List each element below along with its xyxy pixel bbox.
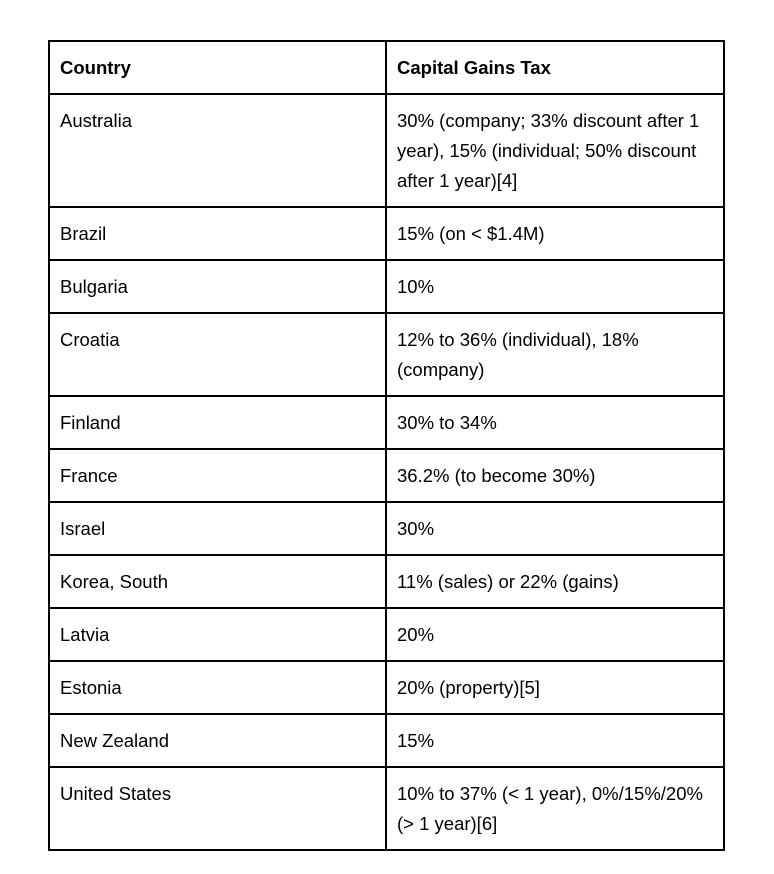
table-row: Latvia 20% bbox=[48, 607, 725, 662]
table-row: Croatia 12% to 36% (individual), 18% (co… bbox=[48, 312, 725, 397]
table-row: Bulgaria 10% bbox=[48, 259, 725, 314]
country-cell: Brazil bbox=[48, 206, 387, 261]
capital-gains-tax-table: Country Capital Gains Tax Australia 30% … bbox=[48, 40, 725, 851]
tax-cell: 10% to 37% (< 1 year), 0%/15%/20% (> 1 y… bbox=[385, 766, 725, 851]
country-cell: Estonia bbox=[48, 660, 387, 715]
country-cell: Australia bbox=[48, 93, 387, 208]
table-row: France 36.2% (to become 30%) bbox=[48, 448, 725, 503]
table-row: Estonia 20% (property)[5] bbox=[48, 660, 725, 715]
country-cell: Bulgaria bbox=[48, 259, 387, 314]
table-row: Brazil 15% (on < $1.4M) bbox=[48, 206, 725, 261]
tax-cell: 20% bbox=[385, 607, 725, 662]
country-cell: Korea, South bbox=[48, 554, 387, 609]
table-row: Australia 30% (company; 33% discount aft… bbox=[48, 93, 725, 208]
country-cell: Latvia bbox=[48, 607, 387, 662]
table-row: Israel 30% bbox=[48, 501, 725, 556]
tax-cell: 15% (on < $1.4M) bbox=[385, 206, 725, 261]
tax-cell: 30% bbox=[385, 501, 725, 556]
tax-cell: 30% to 34% bbox=[385, 395, 725, 450]
table-row: United States 10% to 37% (< 1 year), 0%/… bbox=[48, 766, 725, 851]
header-capital-gains-tax: Capital Gains Tax bbox=[385, 40, 725, 95]
country-cell: United States bbox=[48, 766, 387, 851]
country-cell: Israel bbox=[48, 501, 387, 556]
tax-cell: 30% (company; 33% discount after 1 year)… bbox=[385, 93, 725, 208]
country-cell: Finland bbox=[48, 395, 387, 450]
country-cell: New Zealand bbox=[48, 713, 387, 768]
table-row: Finland 30% to 34% bbox=[48, 395, 725, 450]
table-row: New Zealand 15% bbox=[48, 713, 725, 768]
tax-cell: 10% bbox=[385, 259, 725, 314]
table-header-row: Country Capital Gains Tax bbox=[48, 40, 725, 95]
header-country: Country bbox=[48, 40, 387, 95]
country-cell: France bbox=[48, 448, 387, 503]
tax-cell: 20% (property)[5] bbox=[385, 660, 725, 715]
tax-cell: 12% to 36% (individual), 18% (company) bbox=[385, 312, 725, 397]
tax-cell: 11% (sales) or 22% (gains) bbox=[385, 554, 725, 609]
table-row: Korea, South 11% (sales) or 22% (gains) bbox=[48, 554, 725, 609]
country-cell: Croatia bbox=[48, 312, 387, 397]
tax-cell: 15% bbox=[385, 713, 725, 768]
tax-cell: 36.2% (to become 30%) bbox=[385, 448, 725, 503]
